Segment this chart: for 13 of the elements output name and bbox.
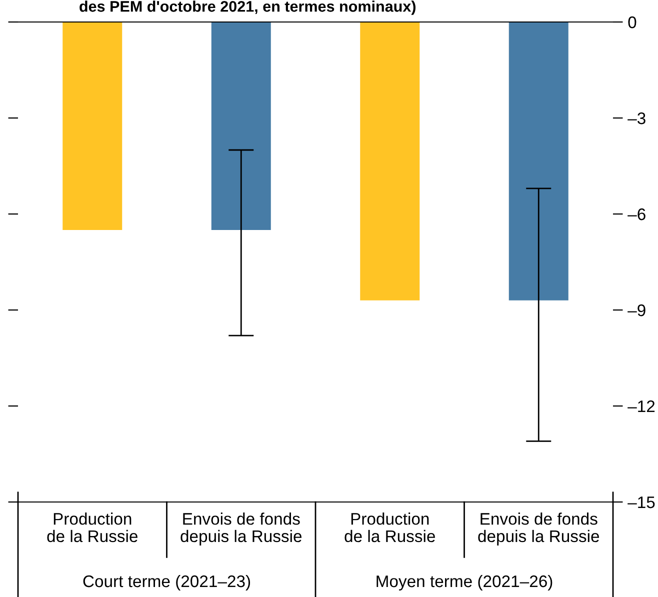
y-tick-label: –6: [628, 208, 646, 220]
y-tick-label: –15: [628, 496, 655, 508]
y-tick-label: –9: [628, 304, 646, 316]
text: Court terme (2021–23): [83, 574, 250, 590]
y-tick-label: –12: [628, 400, 655, 412]
x-tick-label: Production de la Russie: [47, 512, 138, 542]
x-tick-label: Production de la Russie: [344, 512, 435, 542]
y-tick-label: –3: [628, 112, 646, 124]
text: Moyen terme (2021–26): [376, 574, 552, 590]
x-tick-label: Envois de fonds depuis la Russie: [478, 512, 600, 546]
x-tick-label: Envois de fonds depuis la Russie: [180, 512, 302, 546]
chart-title: des PEM d'octobre 2021, en termes nominaux): [80, 0, 416, 15]
y-tick-label: 0: [628, 16, 636, 28]
